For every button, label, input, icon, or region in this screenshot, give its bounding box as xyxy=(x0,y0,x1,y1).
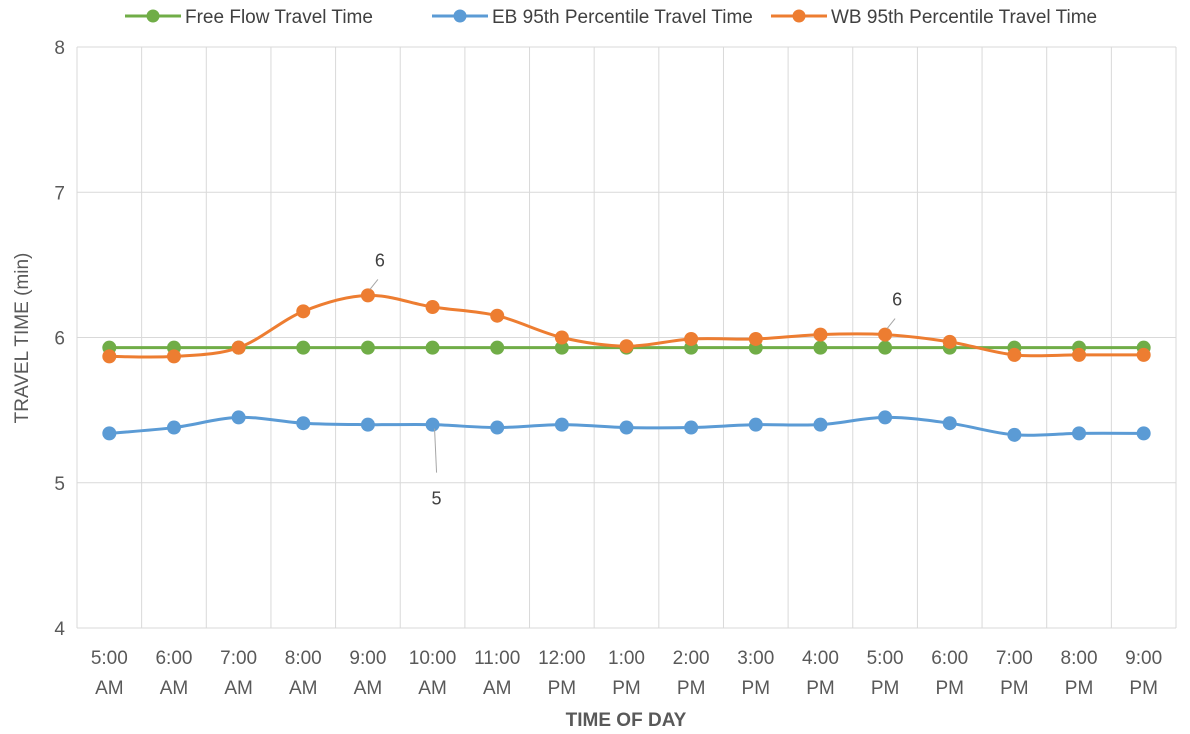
legend-label: Free Flow Travel Time xyxy=(185,7,373,28)
data-point xyxy=(102,426,117,441)
legend-entry: WB 95th Percentile Travel Time xyxy=(771,7,1097,28)
data-label: 6 xyxy=(375,250,385,270)
data-point xyxy=(296,304,311,319)
y-tick-label: 5 xyxy=(54,474,65,495)
data-point xyxy=(813,340,828,355)
x-tick-label: 4:00 PM xyxy=(802,648,839,699)
data-point xyxy=(1136,426,1151,441)
x-tick-label: 8:00 PM xyxy=(1061,648,1098,699)
x-tick-label: 7:00 PM xyxy=(996,648,1033,699)
data-point xyxy=(878,340,893,355)
legend-label: WB 95th Percentile Travel Time xyxy=(831,7,1097,28)
y-tick-label: 6 xyxy=(54,329,65,350)
data-point xyxy=(166,349,181,364)
data-point xyxy=(490,340,505,355)
gridlines xyxy=(76,46,1177,629)
data-point xyxy=(554,417,569,432)
annotations: 6 6 5 xyxy=(369,250,902,509)
series-3 xyxy=(102,288,1151,364)
data-point xyxy=(1136,347,1151,362)
legend-label: EB 95th Percentile Travel Time xyxy=(492,7,753,28)
x-axis-title: TIME OF DAY xyxy=(566,710,687,731)
data-point xyxy=(102,349,117,364)
data-point xyxy=(360,288,375,303)
x-tick-label: 5:00 PM xyxy=(867,648,904,699)
data-point xyxy=(942,416,957,431)
legend-entry: Free Flow Travel Time xyxy=(125,7,373,28)
data-label: 6 xyxy=(892,290,902,310)
data-point xyxy=(748,331,763,346)
data-point xyxy=(684,420,699,435)
legend-entry: EB 95th Percentile Travel Time xyxy=(432,7,753,28)
axes: 4 5 6 7 8 5:00 AM 6:00 AM 7:00 AM 8:00 AM 9:00 AM 10:00… xyxy=(54,38,1162,699)
data-point xyxy=(554,340,569,355)
data-point xyxy=(296,416,311,431)
data-point xyxy=(942,334,957,349)
data-point xyxy=(490,308,505,323)
x-tick-label: 11:00 AM xyxy=(474,648,520,699)
data-point xyxy=(296,340,311,355)
x-tick-label: 10:00 AM xyxy=(409,648,457,699)
x-tick-label: 7:00 AM xyxy=(220,648,257,699)
data-point xyxy=(166,420,181,435)
legend-swatch-marker xyxy=(792,9,806,23)
data-point xyxy=(231,410,246,425)
y-tick-label: 8 xyxy=(54,38,65,59)
data-point xyxy=(360,340,375,355)
y-tick-label: 4 xyxy=(54,619,65,640)
series-layer xyxy=(102,288,1151,442)
y-tick-label: 7 xyxy=(54,183,65,204)
x-tick-label: 3:00 PM xyxy=(737,648,774,699)
annotation-leader xyxy=(369,279,379,290)
data-point xyxy=(1007,427,1022,442)
data-point xyxy=(360,417,375,432)
data-label: 5 xyxy=(432,489,442,509)
data-point xyxy=(425,299,440,314)
data-point xyxy=(878,327,893,342)
data-point xyxy=(231,340,246,355)
data-point xyxy=(619,420,634,435)
x-tick-label: 6:00 PM xyxy=(931,648,968,699)
x-tick-label: 9:00 AM xyxy=(349,648,386,699)
x-tick-label: 6:00 AM xyxy=(155,648,192,699)
data-point xyxy=(1072,426,1087,441)
x-tick-label: 12:00 PM xyxy=(538,648,586,699)
x-tick-label: 8:00 AM xyxy=(285,648,322,699)
x-tick-label: 5:00 AM xyxy=(91,648,128,699)
data-point xyxy=(1072,347,1087,362)
data-point xyxy=(425,417,440,432)
data-point xyxy=(554,330,569,345)
data-point xyxy=(490,420,505,435)
data-point xyxy=(1007,347,1022,362)
legend-swatch-marker xyxy=(146,9,160,23)
y-axis-title: TRAVEL TIME (min) xyxy=(12,253,33,424)
data-point xyxy=(748,417,763,432)
x-tick-label: 1:00 PM xyxy=(608,648,645,699)
data-point xyxy=(425,340,440,355)
data-point xyxy=(684,331,699,346)
x-tick-label: 9:00 PM xyxy=(1125,648,1162,699)
x-tick-label: 2:00 PM xyxy=(673,648,710,699)
annotation-leader xyxy=(886,318,896,329)
data-point xyxy=(878,410,893,425)
data-point xyxy=(813,417,828,432)
data-point xyxy=(619,339,634,354)
legend: Free Flow Travel Time EB 95th Percentile … xyxy=(125,7,1097,28)
series-2 xyxy=(102,410,1151,442)
legend-swatch-marker xyxy=(453,9,467,23)
data-point xyxy=(813,327,828,342)
annotation-leader xyxy=(434,428,438,473)
